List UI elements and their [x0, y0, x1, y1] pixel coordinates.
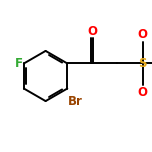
Text: O: O [87, 25, 97, 38]
Text: F: F [15, 57, 23, 70]
Text: Br: Br [68, 95, 83, 108]
Text: O: O [138, 28, 148, 41]
Text: O: O [138, 86, 148, 98]
Text: S: S [138, 57, 147, 70]
